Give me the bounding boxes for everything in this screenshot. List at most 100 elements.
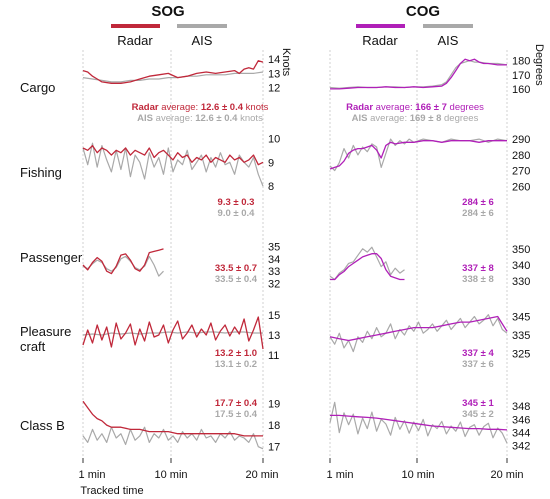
sog-passenger-radar-line <box>82 248 164 275</box>
sog-class-b-y-tick: 19 <box>268 399 280 411</box>
cog-fishing-y-tick: 260 <box>512 181 530 193</box>
cog-legend-radar-label: Radar <box>362 33 398 48</box>
cog-class-b-y-tick: 348 <box>512 401 530 413</box>
sog-class-b-radar-stat: 17.7 ± 0.4 <box>215 398 258 409</box>
sog-fishing-ais-line <box>82 142 264 187</box>
cog-cargo-ais-unit: degrees <box>441 113 478 124</box>
sog-class-b-ais-stat: 17.5 ± 0.4 <box>215 409 258 420</box>
sog-passenger-radar-stat: 33.5 ± 0.7 <box>215 263 257 274</box>
x-tick-cog-20min: 20 min <box>490 469 523 481</box>
row-label-fishing: Fishing <box>20 165 62 180</box>
cog-fishing-y-tick: 280 <box>512 150 530 162</box>
cog-pleasure-craft-y-tick: 325 <box>512 349 530 361</box>
cog-cargo-ais-mid: average: <box>367 113 409 124</box>
cog-cargo-radar-mid: average: <box>373 102 415 113</box>
sog-pleasure-craft-ais-stat: 13.1 ± 0.2 <box>215 359 257 370</box>
cog-legend-ais-label: AIS <box>438 33 459 48</box>
sog-cargo-radar-value: 12.6 ± 0.4 <box>201 102 244 113</box>
cog-fishing-y-tick: 290 <box>512 134 530 146</box>
cog-class-b-y-tick: 344 <box>512 428 530 440</box>
sog-passenger-y-tick: 33 <box>268 266 280 278</box>
cog-cargo-y-tick: 160 <box>512 84 530 96</box>
cog-passenger-ais-line <box>329 246 405 281</box>
sog-cargo-ais-mid: average: <box>153 113 195 124</box>
sog-unit-label: Knots <box>280 48 292 77</box>
sog-cargo-ais-line <box>82 71 264 83</box>
sog-cargo-radar-mid: average: <box>159 102 201 113</box>
sog-passenger-ais-stat: 33.5 ± 0.4 <box>215 274 258 285</box>
sog-fishing-ais-stat: 9.0 ± 0.4 <box>218 208 256 219</box>
sog-passenger-y-tick: 34 <box>268 254 280 266</box>
sog-pleasure-craft-ais-line <box>82 331 263 336</box>
cog-passenger-y-tick: 340 <box>512 260 530 272</box>
x-tick-sog-20min: 20 min <box>245 469 278 481</box>
sog-class-b-y-tick: 18 <box>268 420 280 432</box>
sog-class-b-radar-line <box>82 400 263 437</box>
cog-cargo-ais-prefix: AIS <box>352 113 368 124</box>
sog-passenger-y-tick: 32 <box>268 279 280 291</box>
sog-passenger-ais-line <box>82 255 164 277</box>
cog-panel-title: COG <box>406 3 440 20</box>
sog-pleasure-craft-radar-stat: 13.2 ± 1.0 <box>215 348 257 359</box>
cog-passenger-y-tick: 350 <box>512 244 530 256</box>
sog-cargo-y-tick: 12 <box>268 83 280 95</box>
sog-fishing-y-tick: 9 <box>268 157 274 169</box>
cog-fishing-radar-line <box>329 140 507 170</box>
cog-fishing-y-tick: 270 <box>512 166 530 178</box>
sog-panel-title: SOG <box>151 3 184 20</box>
cog-cargo-ais-average-text: AIS average: 169 ± 8 degrees <box>352 113 479 124</box>
row-label-pleasure-line2: craft <box>20 339 46 354</box>
cog-cargo-ais-line <box>329 60 508 89</box>
sog-fishing-y-tick: 10 <box>268 133 280 145</box>
cog-class-b-ais-stat: 345 ± 2 <box>462 409 494 420</box>
sog-fishing-y-tick: 8 <box>268 181 274 193</box>
cog-cargo-radar-line <box>330 58 507 90</box>
cog-cargo-radar-value: 166 ± 7 <box>415 102 447 113</box>
row-label-pleasure-line1: Pleasure <box>20 324 71 339</box>
sog-legend-radar-label: Radar <box>117 33 153 48</box>
sog-cargo-radar-line <box>82 60 264 84</box>
cog-class-b-y-tick: 346 <box>512 414 530 426</box>
x-axis-title: Tracked time <box>80 485 143 497</box>
cog-passenger-y-tick: 330 <box>512 276 530 288</box>
sog-fishing-radar-line <box>82 144 264 166</box>
sog-cargo-radar-prefix: Radar <box>132 102 159 113</box>
sog-cargo-y-tick: 13 <box>268 68 280 80</box>
sog-cargo-ais-average-text: AIS average: 12.6 ± 0.4 knots <box>137 113 263 124</box>
cog-cargo-ais-value: 169 ± 8 <box>410 113 442 124</box>
cog-fishing-ais-stat: 284 ± 6 <box>462 208 494 219</box>
cog-passenger-radar-stat: 337 ± 8 <box>462 263 494 274</box>
sog-cargo-ais-prefix: AIS <box>137 113 153 124</box>
cog-class-b-radar-line <box>330 414 508 431</box>
cog-class-b-ais-line <box>329 401 508 444</box>
sog-class-b-y-tick: 17 <box>268 442 280 454</box>
cog-pleasure-craft-ais-stat: 337 ± 6 <box>462 359 494 370</box>
x-tick-sog-1min: 1 min <box>79 469 106 481</box>
cog-cargo-radar-average-text: Radar average: 166 ± 7 degrees <box>346 102 484 113</box>
sog-pleasure-craft-y-tick: 11 <box>268 350 279 362</box>
x-tick-cog-1min: 1 min <box>327 469 354 481</box>
cog-passenger-radar-line <box>330 253 405 281</box>
cog-cargo-radar-prefix: Radar <box>346 102 373 113</box>
row-label-passenger: Passenger <box>20 250 83 265</box>
row-label-classb: Class B <box>20 418 65 433</box>
sog-cargo-radar-average-text: Radar average: 12.6 ± 0.4 knots <box>132 102 269 113</box>
sog-pleasure-craft-radar-line <box>82 316 264 350</box>
cog-pleasure-craft-radar-line <box>329 315 508 342</box>
sog-class-b-ais-line <box>82 426 264 450</box>
x-tick-cog-10min: 10 min <box>401 469 434 481</box>
cog-fishing-ais-line <box>329 138 508 172</box>
row-label-cargo: Cargo <box>20 80 55 95</box>
cog-class-b-radar-stat: 345 ± 1 <box>462 398 494 409</box>
cog-unit-label: Degrees <box>533 44 545 86</box>
cog-class-b-y-tick: 342 <box>512 441 530 453</box>
sog-cargo-ais-unit: knots <box>237 113 263 124</box>
sog-pleasure-craft-y-tick: 15 <box>268 310 280 322</box>
cog-cargo-y-tick: 180 <box>512 56 530 68</box>
sog-cargo-y-tick: 14 <box>268 54 280 66</box>
sog-pleasure-craft-y-tick: 13 <box>268 330 280 342</box>
sog-cargo-radar-unit: knots <box>243 102 269 113</box>
